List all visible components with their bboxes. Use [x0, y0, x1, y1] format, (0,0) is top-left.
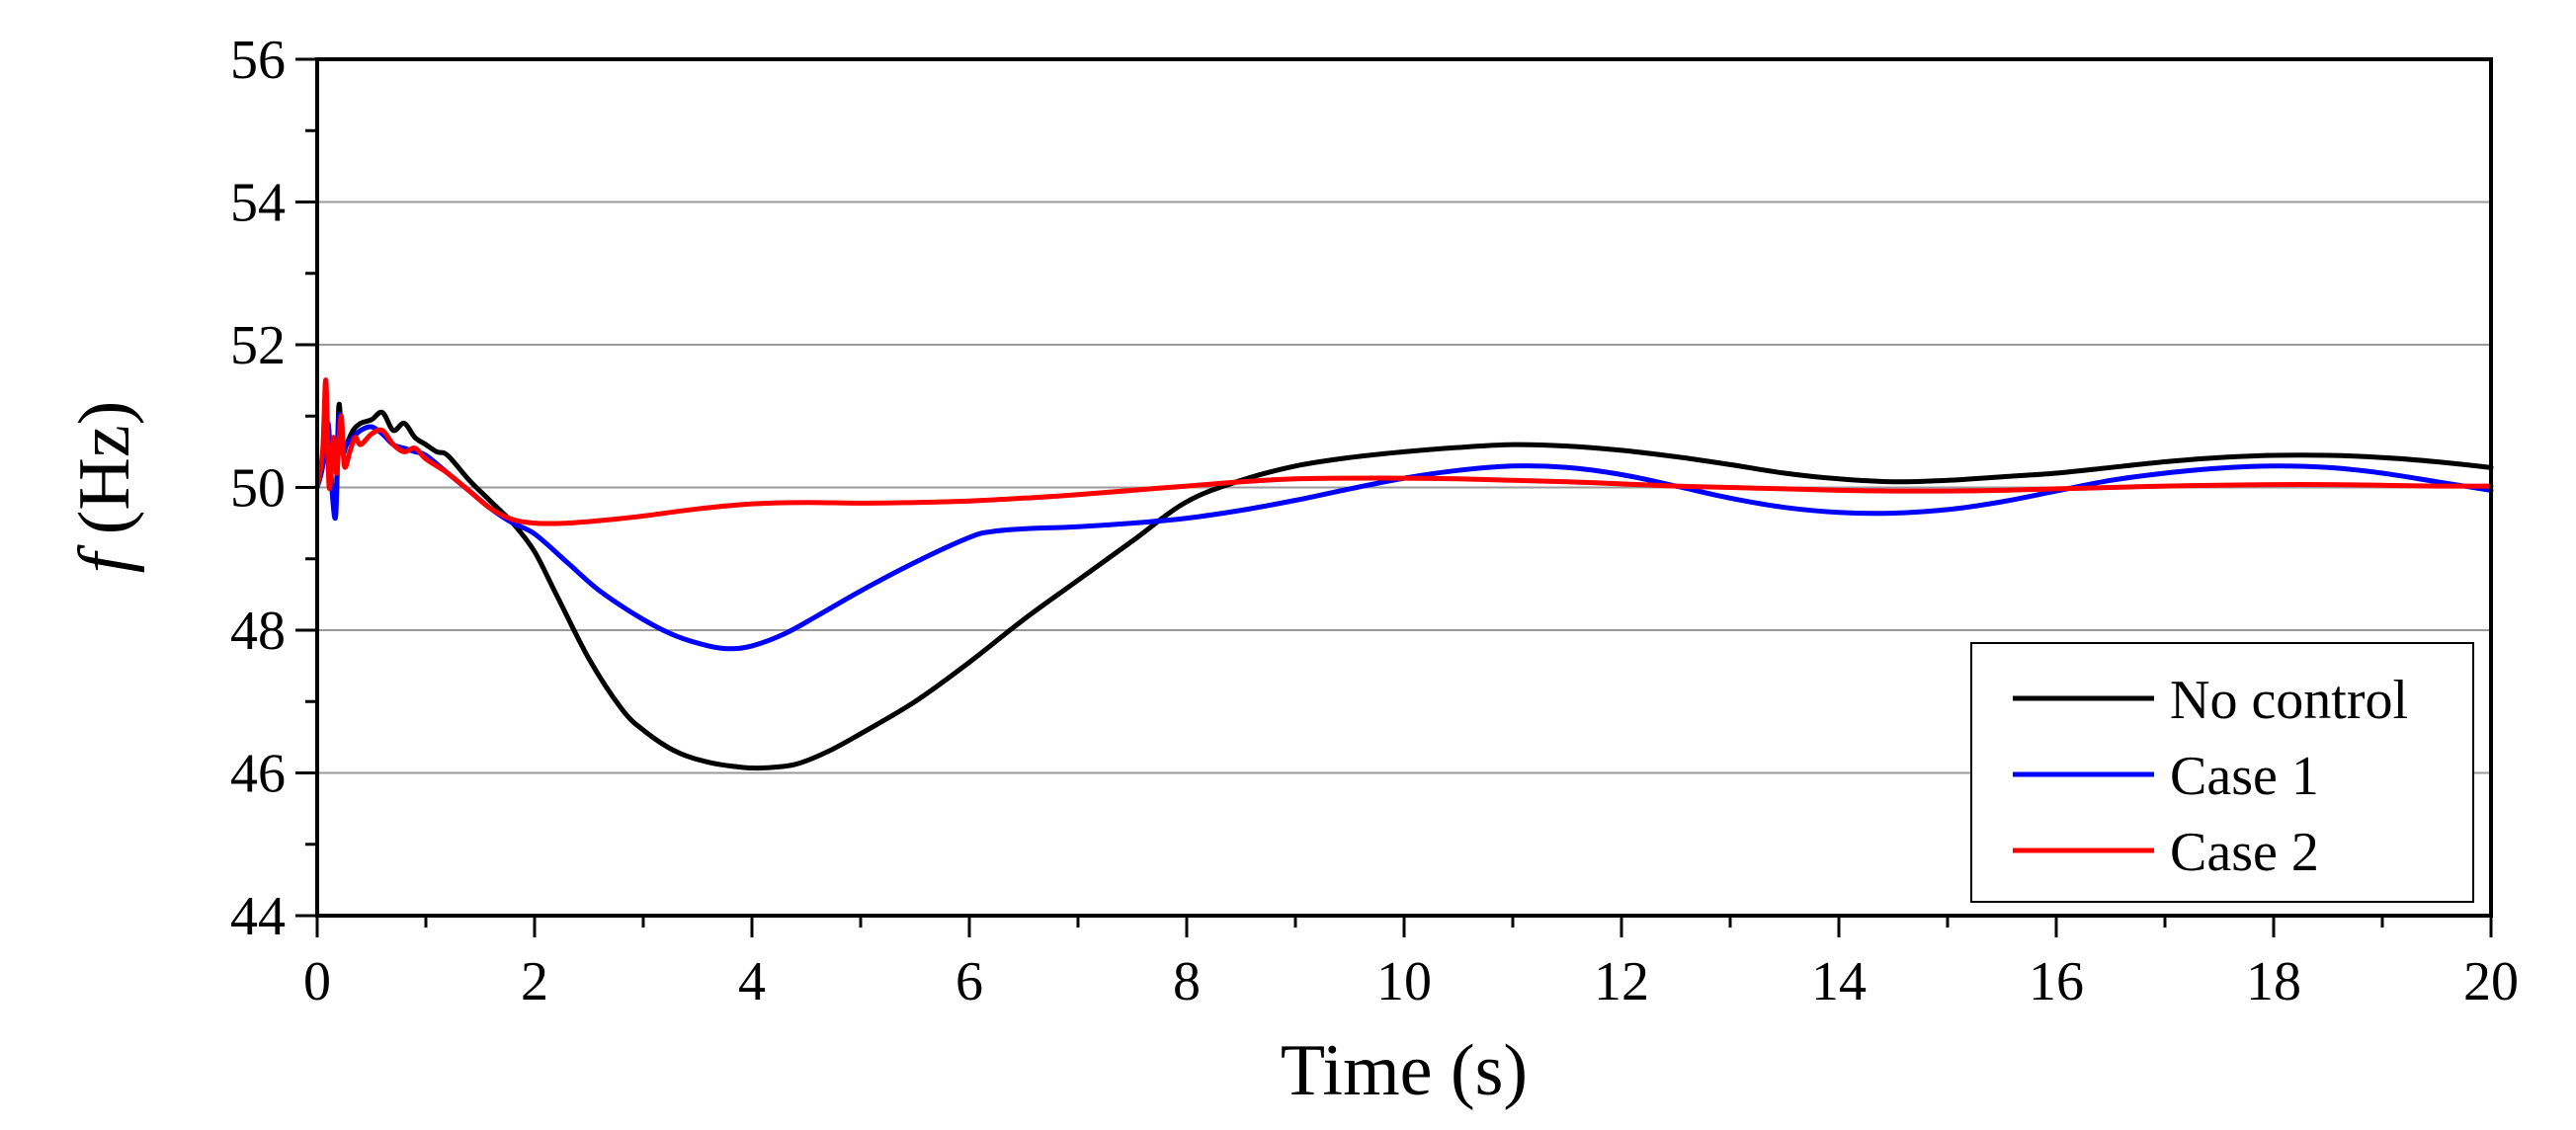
legend-label-case-2: Case 2 — [2170, 822, 2319, 883]
x-tick-label: 14 — [1811, 951, 1867, 1012]
x-tick-label: 8 — [1173, 951, 1201, 1012]
x-tick-label: 20 — [2463, 951, 2519, 1012]
x-tick-label: 16 — [2029, 951, 2084, 1012]
y-tick-label: 44 — [230, 886, 286, 947]
series-lines — [314, 377, 2494, 771]
x-tick-label: 18 — [2246, 951, 2301, 1012]
x-tick-label: 6 — [956, 951, 983, 1012]
y-tick-label: 46 — [230, 744, 286, 805]
x-tick-label: 2 — [521, 951, 548, 1012]
axis-ticks — [295, 57, 2493, 937]
y-tick-label: 56 — [230, 30, 286, 91]
y-axis-unit: (Hz) — [64, 401, 145, 535]
y-tick-label: 50 — [230, 458, 286, 520]
y-tick-label: 52 — [230, 315, 286, 376]
x-tick-label: 12 — [1594, 951, 1649, 1012]
y-tick-label: 54 — [230, 173, 286, 234]
y-axis-title: f (Hz) — [64, 401, 145, 574]
series-line-case-2 — [314, 377, 2494, 526]
x-axis-title: Time (s) — [1281, 1030, 1528, 1111]
x-tick-label: 4 — [738, 951, 766, 1012]
y-tick-label: 48 — [230, 601, 286, 662]
legend-label-case-1: Case 1 — [2170, 746, 2319, 807]
y-axis-symbol: f — [64, 543, 145, 573]
x-tick-label: 0 — [303, 951, 331, 1012]
legend-label-no-control: No control — [2170, 670, 2408, 731]
series-line-case-1 — [314, 411, 2494, 652]
legend: No control Case 1 Case 2 — [1970, 642, 2474, 903]
series-line-no-control — [314, 401, 2494, 771]
x-tick-label: 10 — [1376, 951, 1432, 1012]
